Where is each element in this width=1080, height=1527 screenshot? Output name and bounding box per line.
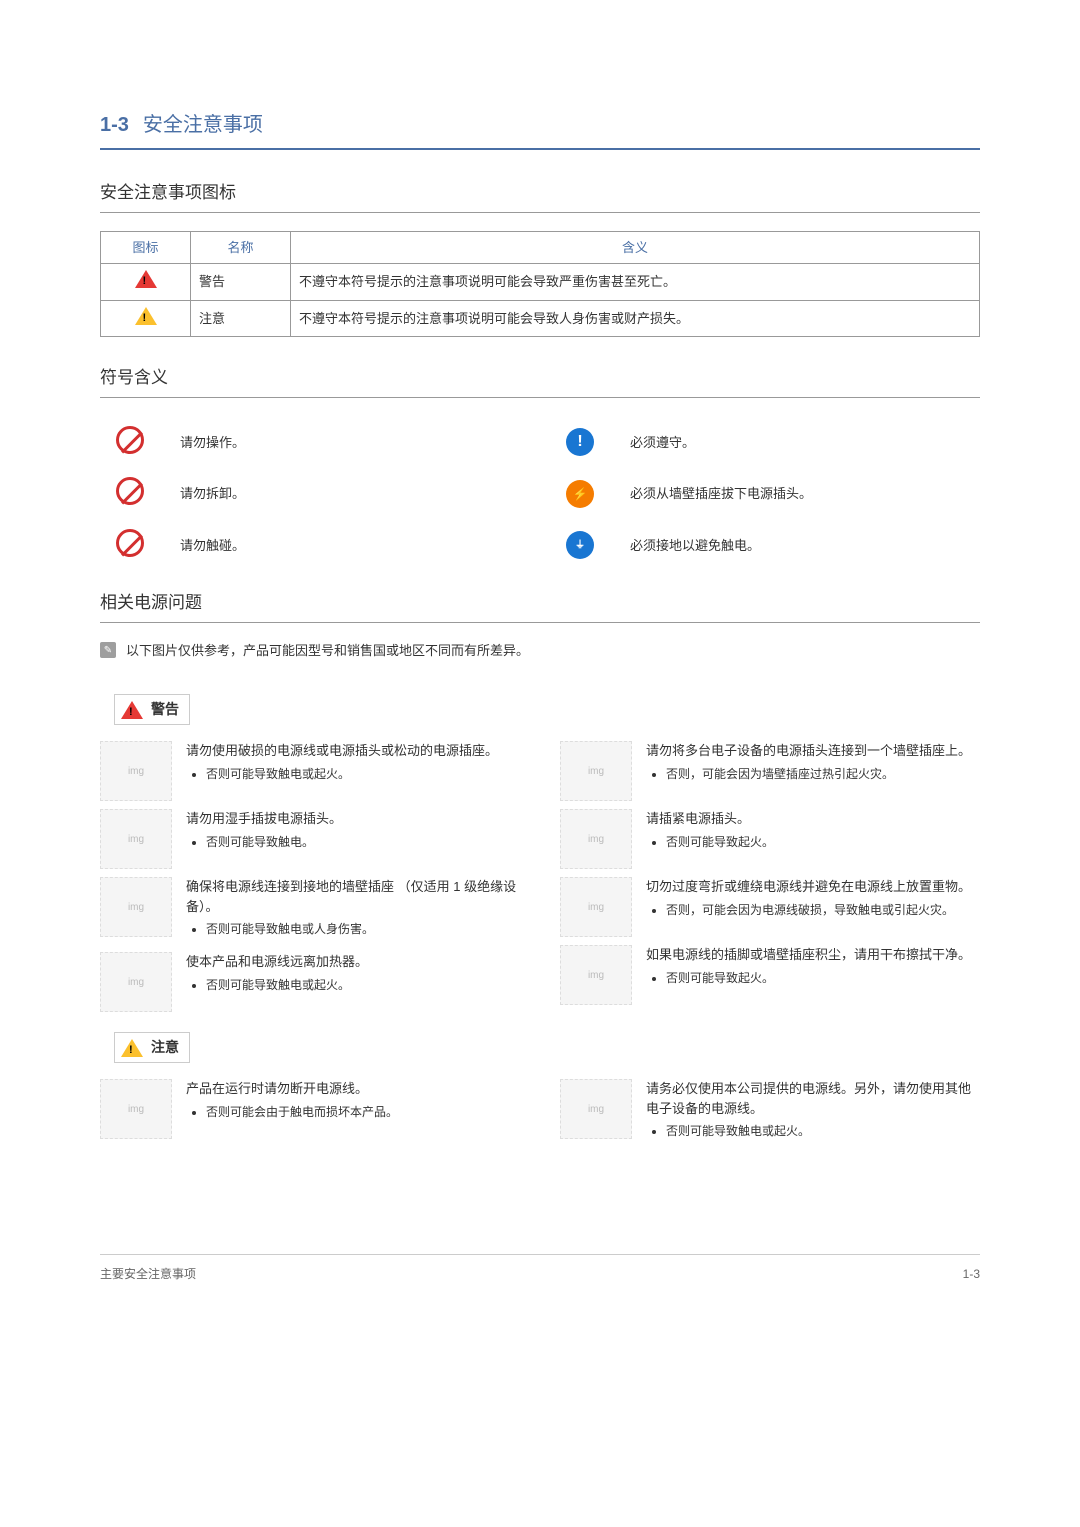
- item-sub: 否则，可能会因为墙壁插座过热引起火灾。: [666, 765, 980, 783]
- no-disassemble-icon: [116, 477, 144, 505]
- item-main: 请插紧电源插头。: [646, 809, 980, 829]
- prohibit-icon: [116, 426, 144, 454]
- warning-triangle-icon: [135, 270, 157, 288]
- illustration-icon: img: [100, 1079, 172, 1139]
- cell-name: 注意: [191, 300, 291, 337]
- caution-box: 注意: [114, 1032, 190, 1063]
- th-meaning: 含义: [291, 231, 980, 264]
- illustration-icon: img: [100, 877, 172, 937]
- item-main: 切勿过度弯折或缠绕电源线并避免在电源线上放置重物。: [646, 877, 980, 897]
- warning-triangle-icon: [121, 701, 143, 719]
- section-title: 安全注意事项: [143, 110, 263, 140]
- symbol-label: 必须遵守。: [630, 433, 980, 453]
- section-number: 1-3: [100, 110, 129, 140]
- warning-items: img 请勿使用破损的电源线或电源插头或松动的电源插座。否则可能导致触电或起火。…: [100, 741, 980, 1020]
- warning-label: 警告: [151, 699, 179, 720]
- section-header: 1-3 安全注意事项: [100, 110, 980, 150]
- note-icon: ✎: [100, 642, 116, 658]
- table-row: 警告 不遵守本符号提示的注意事项说明可能会导致严重伤害甚至死亡。: [101, 264, 980, 301]
- symbol-grid: 请勿操作。 ! 必须遵守。 请勿拆卸。 ⚡ 必须从墙壁插座拔下电源插头。 请勿触…: [100, 426, 980, 563]
- icon-table: 图标 名称 含义 警告 不遵守本符号提示的注意事项说明可能会导致严重伤害甚至死亡…: [100, 231, 980, 338]
- item-sub: 否则可能导致触电。: [206, 833, 520, 851]
- symbol-label: 请勿触碰。: [180, 536, 530, 556]
- footer-right: 1-3: [963, 1265, 980, 1283]
- warning-box: 警告: [114, 694, 190, 725]
- subheading-power: 相关电源问题: [100, 590, 980, 623]
- page-footer: 主要安全注意事项 1-3: [100, 1254, 980, 1283]
- illustration-icon: img: [100, 809, 172, 869]
- item-sub: 否则可能导致起火。: [666, 833, 980, 851]
- item-sub: 否则，可能会因为电源线破损，导致触电或引起火灾。: [666, 901, 980, 919]
- item-main: 使本产品和电源线远离加热器。: [186, 952, 520, 972]
- illustration-icon: img: [100, 952, 172, 1012]
- symbol-label: 必须从墙壁插座拔下电源插头。: [630, 484, 980, 504]
- note-line: ✎ 以下图片仅供参考，产品可能因型号和销售国或地区不同而有所差异。: [100, 641, 980, 661]
- item-main: 请勿使用破损的电源线或电源插头或松动的电源插座。: [186, 741, 520, 761]
- item-main: 请勿用湿手插拔电源插头。: [186, 809, 520, 829]
- caution-triangle-icon: [121, 1039, 143, 1057]
- th-name: 名称: [191, 231, 291, 264]
- item-sub: 否则可能导致触电或起火。: [206, 765, 520, 783]
- note-text: 以下图片仅供参考，产品可能因型号和销售国或地区不同而有所差异。: [126, 641, 529, 661]
- illustration-icon: img: [560, 945, 632, 1005]
- item-main: 请务必仅使用本公司提供的电源线。另外，请勿使用其他电子设备的电源线。: [646, 1079, 980, 1118]
- item-sub: 否则可能导致触电或起火。: [666, 1122, 980, 1140]
- symbol-label: 必须接地以避免触电。: [630, 536, 980, 556]
- item-sub: 否则可能导致触电或人身伤害。: [206, 920, 520, 938]
- item-sub: 否则可能会由于触电而损坏本产品。: [206, 1103, 520, 1121]
- illustration-icon: img: [560, 741, 632, 801]
- illustration-icon: img: [560, 877, 632, 937]
- illustration-icon: img: [560, 1079, 632, 1139]
- caution-label: 注意: [151, 1037, 179, 1058]
- no-touch-icon: [116, 529, 144, 557]
- cell-name: 警告: [191, 264, 291, 301]
- illustration-icon: img: [100, 741, 172, 801]
- must-icon: !: [566, 428, 594, 456]
- illustration-icon: img: [560, 809, 632, 869]
- cell-meaning: 不遵守本符号提示的注意事项说明可能会导致严重伤害甚至死亡。: [291, 264, 980, 301]
- cell-meaning: 不遵守本符号提示的注意事项说明可能会导致人身伤害或财产损失。: [291, 300, 980, 337]
- item-main: 如果电源线的插脚或墙壁插座积尘，请用干布擦拭干净。: [646, 945, 980, 965]
- table-row: 注意 不遵守本符号提示的注意事项说明可能会导致人身伤害或财产损失。: [101, 300, 980, 337]
- subheading-symbols: 符号含义: [100, 365, 980, 398]
- item-main: 产品在运行时请勿断开电源线。: [186, 1079, 520, 1099]
- item-main: 确保将电源线连接到接地的墙壁插座 （仅适用 1 级绝缘设备）。: [186, 877, 520, 916]
- item-main: 请勿将多台电子设备的电源插头连接到一个墙壁插座上。: [646, 741, 980, 761]
- th-icon: 图标: [101, 231, 191, 264]
- caution-items: img 产品在运行时请勿断开电源线。否则可能会由于触电而损坏本产品。 img 请…: [100, 1079, 980, 1154]
- caution-triangle-icon: [135, 307, 157, 325]
- subheading-icons: 安全注意事项图标: [100, 180, 980, 213]
- item-sub: 否则可能导致触电或起火。: [206, 976, 520, 994]
- unplug-icon: ⚡: [566, 480, 594, 508]
- item-sub: 否则可能导致起火。: [666, 969, 980, 987]
- footer-left: 主要安全注意事项: [100, 1265, 196, 1283]
- ground-icon: ⏚: [566, 531, 594, 559]
- symbol-label: 请勿操作。: [180, 433, 530, 453]
- symbol-label: 请勿拆卸。: [180, 484, 530, 504]
